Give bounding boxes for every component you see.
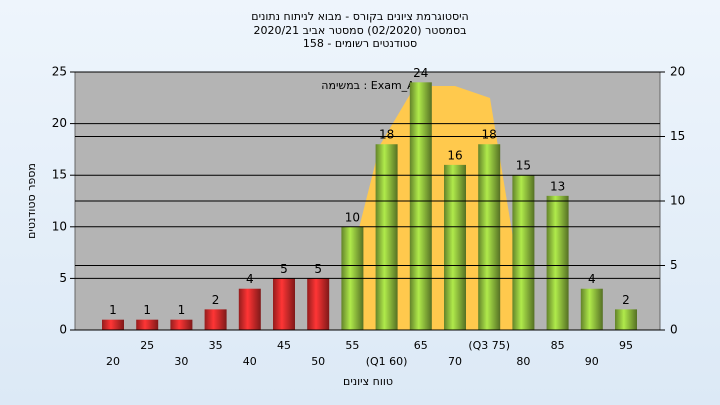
bar <box>615 309 637 330</box>
y2-tick-label: 5 <box>670 258 678 272</box>
y-tick-label: 20 <box>52 116 67 130</box>
value-label: 4 <box>588 272 596 286</box>
value-label: 1 <box>109 303 117 317</box>
x-tick-label: (Q3 75) <box>468 339 510 352</box>
x-tick-label: 30 <box>174 355 188 368</box>
bar <box>307 278 330 330</box>
x-tick-label: 85 <box>551 339 565 352</box>
chart-subtitle: בסמסטר (02/2020) סמסטר אביב 2020/21 <box>253 24 466 37</box>
x-tick-label: 50 <box>311 355 325 368</box>
x-tick-label: 20 <box>106 355 120 368</box>
x-tick-label: 65 <box>414 339 428 352</box>
bar <box>273 278 295 330</box>
value-label: 5 <box>280 262 288 276</box>
x-tick-label: (Q1 60) <box>366 355 408 368</box>
value-label: 16 <box>447 148 462 162</box>
chart-subtitle: סטודנטים רשומים - 158 <box>303 37 417 50</box>
y-tick-label: 0 <box>59 323 67 337</box>
value-label: 24 <box>413 66 428 80</box>
y-tick-label: 15 <box>52 168 67 182</box>
x-tick-label: 95 <box>619 339 633 352</box>
value-label: 10 <box>345 210 360 224</box>
bar <box>478 144 501 330</box>
value-label: 1 <box>178 303 186 317</box>
y-tick-label: 5 <box>59 271 67 285</box>
value-label: 1 <box>143 303 151 317</box>
bar <box>546 195 569 330</box>
bar <box>375 144 398 330</box>
y2-tick-label: 20 <box>670 65 685 79</box>
y-axis-label: מספר סטודנטים <box>25 163 38 239</box>
chart-title: היסטוגרמת ציונים בקורס - מבוא לניתוח נתו… <box>251 10 468 23</box>
x-tick-label: 70 <box>448 355 462 368</box>
value-label: 18 <box>482 128 497 142</box>
x-axis-label: טווח ציונים <box>343 375 393 388</box>
bar <box>512 175 535 330</box>
x-tick-label: 35 <box>209 339 223 352</box>
bar <box>102 319 124 330</box>
x-tick-label: 25 <box>140 339 154 352</box>
y-tick-label: 25 <box>52 65 67 79</box>
value-label: 13 <box>550 179 565 193</box>
y2-tick-label: 15 <box>670 129 685 143</box>
bar <box>204 309 227 330</box>
bar <box>136 319 159 330</box>
x-tick-label: 90 <box>585 355 599 368</box>
value-label: 2 <box>622 293 630 307</box>
value-label: 5 <box>314 262 322 276</box>
value-label: 2 <box>212 293 220 307</box>
x-tick-label: 45 <box>277 339 291 352</box>
bar <box>170 319 193 330</box>
y-tick-label: 10 <box>52 219 67 233</box>
x-tick-label: 40 <box>243 355 257 368</box>
y2-tick-label: 10 <box>670 194 685 208</box>
x-tick-label: 80 <box>516 355 530 368</box>
value-label: 18 <box>379 128 394 142</box>
bar <box>238 288 261 330</box>
value-label: 15 <box>516 159 531 173</box>
value-label: 4 <box>246 272 254 286</box>
bar <box>444 164 466 330</box>
y2-tick-label: 0 <box>670 323 678 337</box>
annotation: במשימה : Exam_A <box>321 79 415 92</box>
bar <box>580 288 603 330</box>
x-tick-label: 55 <box>345 339 359 352</box>
bar <box>409 82 432 330</box>
